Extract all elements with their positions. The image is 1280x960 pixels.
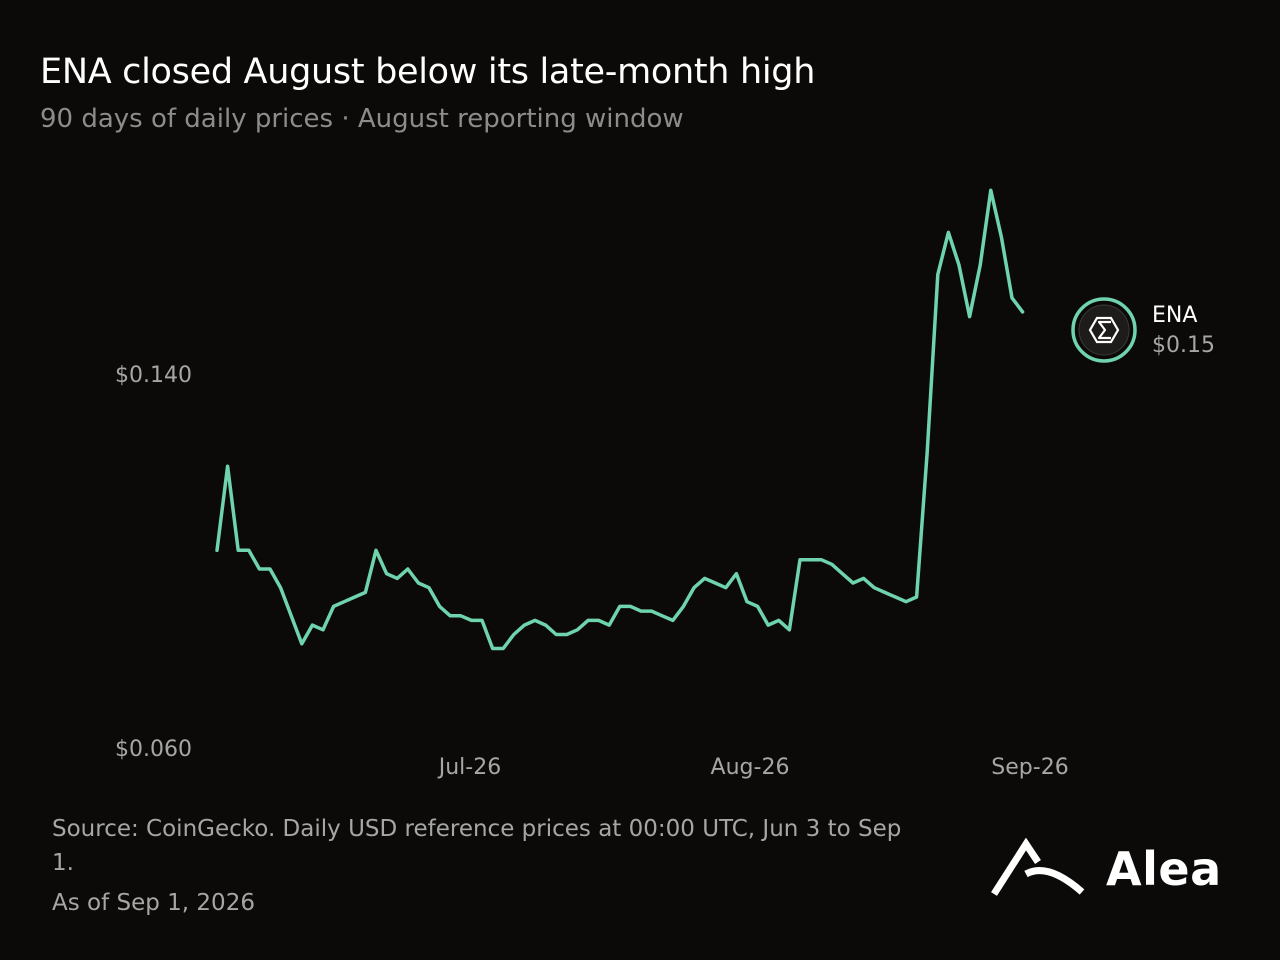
series-line-ena[interactable]: [215, 188, 1025, 651]
x-tick-label: Sep-26: [991, 755, 1068, 780]
chart-subtitle: 90 days of daily prices · August reporti…: [40, 104, 684, 134]
y-tick-label: $0.060: [115, 737, 192, 762]
x-tick-label: Aug-26: [711, 755, 790, 780]
series-end-marker[interactable]: [1071, 297, 1137, 363]
brand-logo: Alea: [990, 838, 1222, 900]
as-of-date: As of Sep 1, 2026: [52, 890, 255, 916]
chart-title: ENA closed August below its late-month h…: [40, 52, 816, 92]
y-tick-label: $0.140: [115, 363, 192, 388]
brand-name: Alea: [1106, 842, 1222, 896]
series-end-name: ENA: [1152, 303, 1197, 328]
x-tick-label: Jul-26: [437, 755, 501, 780]
x-axis: Jul-26 Aug-26 Sep-26: [437, 755, 1069, 780]
series-end-value: $0.15: [1152, 333, 1215, 358]
ethena-glyph: [1088, 316, 1120, 344]
alea-mark-icon: [991, 838, 1085, 896]
y-axis: $0.140 $0.060: [115, 363, 192, 762]
source-note: Source: CoinGecko. Daily USD reference p…: [52, 816, 902, 876]
